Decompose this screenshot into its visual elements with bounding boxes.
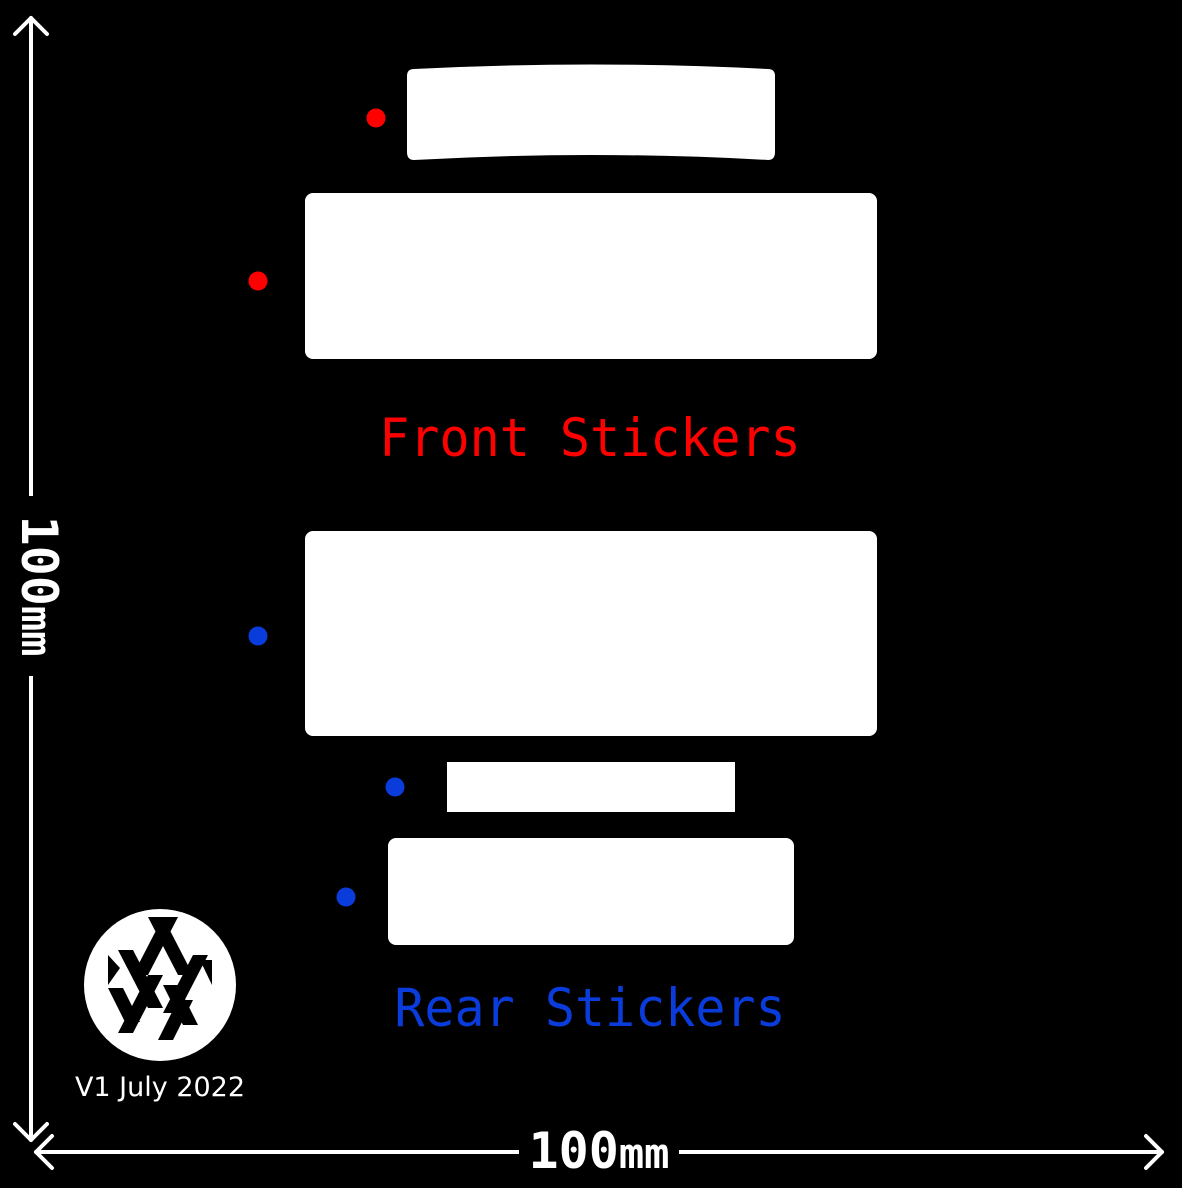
- height-value: 100: [10, 515, 68, 606]
- diamond-lattice-logo-icon: [84, 909, 236, 1061]
- rear-sticker-medium: [388, 838, 794, 945]
- rear-marker-dot-2: [385, 777, 405, 797]
- front-marker-dot-2: [248, 271, 268, 291]
- height-unit: mm: [12, 605, 61, 657]
- rear-marker-dot-1: [248, 626, 268, 646]
- rear-sticker-strip: [447, 762, 735, 812]
- height-dimension-label: 100mm: [2, 496, 68, 676]
- rear-stickers-label: Rear Stickers: [394, 977, 786, 1039]
- width-unit: mm: [618, 1129, 670, 1178]
- width-dimension-label: 100mm: [519, 1126, 679, 1188]
- width-value: 100: [528, 1122, 619, 1180]
- front-stickers-label: Front Stickers: [379, 407, 801, 469]
- rear-marker-dot-3: [336, 887, 356, 907]
- rear-sticker-large: [305, 531, 877, 736]
- front-sticker-large: [305, 193, 877, 359]
- version-label: V1 July 2022: [74, 1072, 246, 1103]
- front-sticker-curved: [407, 64, 775, 160]
- front-marker-dot-1: [366, 108, 386, 128]
